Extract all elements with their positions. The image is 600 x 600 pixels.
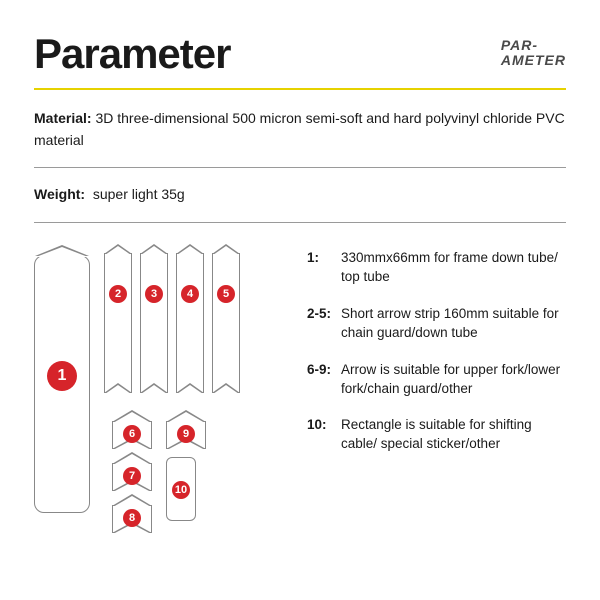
badge-2: 2 [109,285,127,303]
material-value: 3D three-dimensional 500 micron semi-sof… [34,110,565,148]
weight-label: Weight: [34,186,85,202]
material-label: Material: [34,110,92,126]
page-title: Parameter [34,30,230,78]
badge-3: 3 [145,285,163,303]
legend-key: 1: [307,249,341,287]
badge-1: 1 [47,361,77,391]
shape-5 [212,253,240,393]
brand-logo: PAR- AMETER [501,30,566,67]
legend-item: 6-9: Arrow is suitable for upper fork/lo… [307,361,566,399]
divider-bottom [34,222,566,223]
legend-key: 6-9: [307,361,341,399]
logo-line-2: AMETER [501,53,566,68]
shape-4 [176,253,204,393]
legend-item: 2-5: Short arrow strip 160mm suitable fo… [307,305,566,343]
spec-weight: Weight: super light 35g [34,182,566,208]
badge-6: 6 [123,425,141,443]
legend-item: 1: 330mmx66mm for frame down tube/ top t… [307,249,566,287]
shape-2 [104,253,132,393]
weight-value: super light 35g [93,186,185,202]
shape-diagram: 1 2 3 4 5 6 7 8 9 10 [34,243,279,528]
badge-7: 7 [123,467,141,485]
legend-text: Rectangle is suitable for shifting cable… [341,416,566,454]
logo-line-1: PAR- [501,38,566,53]
badge-5: 5 [217,285,235,303]
content-row: 1 2 3 4 5 6 7 8 9 10 1: [34,243,566,528]
divider-top [34,88,566,90]
legend-key: 2-5: [307,305,341,343]
legend: 1: 330mmx66mm for frame down tube/ top t… [307,243,566,528]
legend-item: 10: Rectangle is suitable for shifting c… [307,416,566,454]
divider-mid [34,167,566,168]
legend-text: 330mmx66mm for frame down tube/ top tube [341,249,566,287]
badge-8: 8 [123,509,141,527]
legend-text: Short arrow strip 160mm suitable for cha… [341,305,566,343]
legend-text: Arrow is suitable for upper fork/lower f… [341,361,566,399]
legend-key: 10: [307,416,341,454]
badge-9: 9 [177,425,195,443]
header: Parameter PAR- AMETER [34,30,566,78]
badge-10: 10 [172,481,190,499]
spec-material: Material: 3D three-dimensional 500 micro… [34,106,566,153]
page: Parameter PAR- AMETER Material: 3D three… [0,0,600,548]
shape-3 [140,253,168,393]
badge-4: 4 [181,285,199,303]
